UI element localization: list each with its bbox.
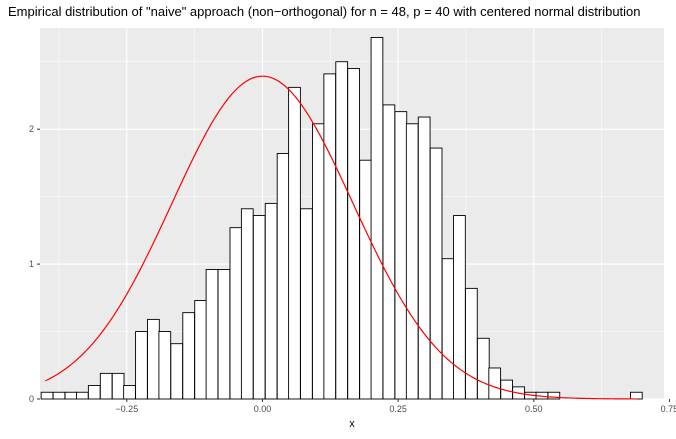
histogram-bar <box>347 68 360 400</box>
histogram-bar <box>394 111 408 400</box>
histogram-bar <box>99 372 113 400</box>
y-axis-ticks: 0 1 2 <box>29 124 40 404</box>
histogram-bar <box>205 269 219 400</box>
histogram-bar <box>87 385 101 400</box>
x-tick-label: 0.25 <box>389 404 407 414</box>
histogram-bar <box>158 331 172 400</box>
histogram-bar <box>629 391 643 400</box>
histogram-bar <box>64 391 78 400</box>
histogram-bar <box>359 159 372 400</box>
histogram-bar <box>405 123 419 400</box>
chart-title: Empirical distribution of "naive" approa… <box>8 4 641 19</box>
histogram-bar <box>370 36 384 400</box>
density-curve <box>45 75 637 400</box>
histogram-bar <box>229 227 243 400</box>
histogram-bar <box>111 372 125 400</box>
histogram-bar <box>547 391 561 400</box>
histogram-bar <box>75 391 89 400</box>
histogram-bar <box>170 343 184 400</box>
histogram-bar <box>264 202 278 400</box>
histogram-bar <box>300 208 313 400</box>
histogram-bar <box>240 208 254 400</box>
y-tick-label: 2 <box>29 124 34 134</box>
x-axis-ticks: −0.25 0.00 0.25 0.50 0.75 <box>115 399 676 414</box>
histogram-bar <box>335 61 349 400</box>
histogram-bar <box>135 331 148 400</box>
histogram-bar <box>147 318 160 400</box>
histogram-bar <box>194 300 207 400</box>
histogram-bar <box>40 391 54 400</box>
histogram-bars <box>40 36 643 400</box>
y-tick-label: 0 <box>29 394 34 404</box>
histogram-bar <box>123 385 136 400</box>
x-tick-label: −0.25 <box>115 404 138 414</box>
histogram-bar <box>217 269 231 400</box>
histogram-bar <box>488 367 502 400</box>
histogram-bar <box>382 104 396 400</box>
histogram-bar <box>288 86 301 400</box>
histogram-bar <box>276 153 290 400</box>
histogram-bar <box>476 337 490 400</box>
y-tick-label: 1 <box>29 259 34 269</box>
histogram-bar <box>312 123 325 400</box>
x-tick-label: 0.50 <box>525 404 543 414</box>
x-tick-label: 0.75 <box>661 404 676 414</box>
x-axis-title: x <box>349 418 355 430</box>
histogram-bar <box>417 116 431 400</box>
histogram-bar <box>182 312 196 400</box>
histogram-bar <box>465 287 478 400</box>
x-tick-label: 0.00 <box>254 404 272 414</box>
histogram-bar <box>252 215 266 400</box>
histogram-bar <box>323 73 337 400</box>
histogram-bar <box>441 258 455 400</box>
histogram-bar <box>52 391 66 400</box>
histogram-bar <box>429 147 443 400</box>
